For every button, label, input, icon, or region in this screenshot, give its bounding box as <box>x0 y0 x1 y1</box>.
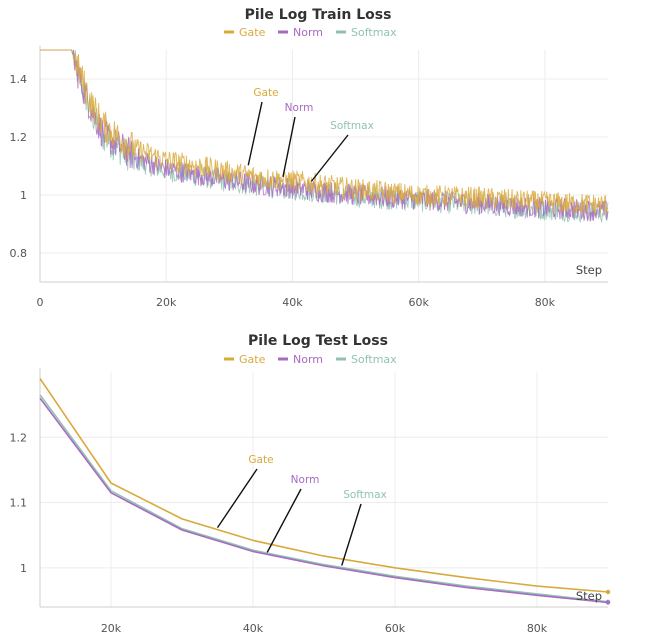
x-tick-label: 80k <box>527 622 548 635</box>
annotation-label: Softmax <box>330 120 374 132</box>
annotation-arrow <box>216 468 258 529</box>
annotation-norm: Norm <box>282 102 314 178</box>
annotation-gate: Gate <box>216 454 274 529</box>
legend-item-softmax: Softmax <box>336 26 397 39</box>
legend-item-norm: Norm <box>278 353 323 366</box>
series-group <box>40 49 609 224</box>
y-tick-label: 1 <box>20 189 27 202</box>
x-tick-label: 20k <box>101 622 122 635</box>
annotation-arrow <box>310 134 349 182</box>
x-tick-label: 20k <box>156 296 177 309</box>
legend-label: Norm <box>293 26 323 39</box>
series-line-norm <box>39 397 609 604</box>
x-tick-label: 40k <box>282 296 303 309</box>
series-line-gate <box>40 49 609 215</box>
annotation-arrow <box>266 488 302 553</box>
annotation-label: Gate <box>248 454 273 466</box>
annotation-label: Softmax <box>343 489 387 501</box>
annotation-arrow <box>282 116 296 178</box>
legend-item-softmax: Softmax <box>336 353 397 366</box>
legend-item-gate: Gate <box>224 26 266 39</box>
series-end-point-norm <box>605 600 611 605</box>
legend-label: Gate <box>239 353 266 366</box>
legend-label: Softmax <box>351 353 397 366</box>
chart-2: Pile Log Test Loss Gate Norm Softmax 1 1.1 1.2… <box>10 333 611 635</box>
series-line-gate <box>39 378 609 593</box>
y-tick-label: 1.2 <box>10 431 28 444</box>
x-tick-label: 0 <box>37 296 44 309</box>
y-tick-label: 1 <box>20 562 27 575</box>
annotation-arrow <box>341 503 362 566</box>
x-axis-label: Step <box>576 263 602 277</box>
annotation-norm: Norm <box>266 474 320 553</box>
annotation-label: Norm <box>291 474 320 486</box>
annotation-label: Norm <box>285 102 314 114</box>
y-tick-label: 1.1 <box>10 497 28 510</box>
annotation-label: Gate <box>253 87 278 99</box>
legend-item-gate: Gate <box>224 353 266 366</box>
series-line-norm <box>40 49 609 222</box>
annotation-gate: Gate <box>247 87 279 166</box>
annotation-arrow <box>247 101 263 166</box>
x-tick-label: 60k <box>408 296 429 309</box>
chart-title: Pile Log Test Loss <box>248 333 388 349</box>
y-tick-label: 1.2 <box>10 131 28 144</box>
series-group <box>39 378 611 605</box>
annotation-softmax: Softmax <box>341 489 387 566</box>
x-axis-label: Step <box>576 589 602 603</box>
annotation-softmax: Softmax <box>310 120 374 182</box>
legend-item-norm: Norm <box>278 26 323 39</box>
chart-1: Pile Log Train Loss Gate Norm Softmax 0.8 1 1.… <box>10 7 609 309</box>
legend-label: Gate <box>239 26 266 39</box>
y-tick-label: 0.8 <box>10 247 28 260</box>
chart-title: Pile Log Train Loss <box>245 7 392 23</box>
legend-label: Softmax <box>351 26 397 39</box>
x-tick-label: 80k <box>535 296 556 309</box>
legend-label: Norm <box>293 353 323 366</box>
series-line-softmax <box>39 394 609 603</box>
legend: Gate Norm Softmax <box>224 26 397 39</box>
x-tick-label: 60k <box>385 622 406 635</box>
x-tick-label: 40k <box>243 622 264 635</box>
series-end-point-gate <box>605 589 611 595</box>
legend: Gate Norm Softmax <box>224 353 397 366</box>
y-tick-label: 1.4 <box>10 73 28 86</box>
